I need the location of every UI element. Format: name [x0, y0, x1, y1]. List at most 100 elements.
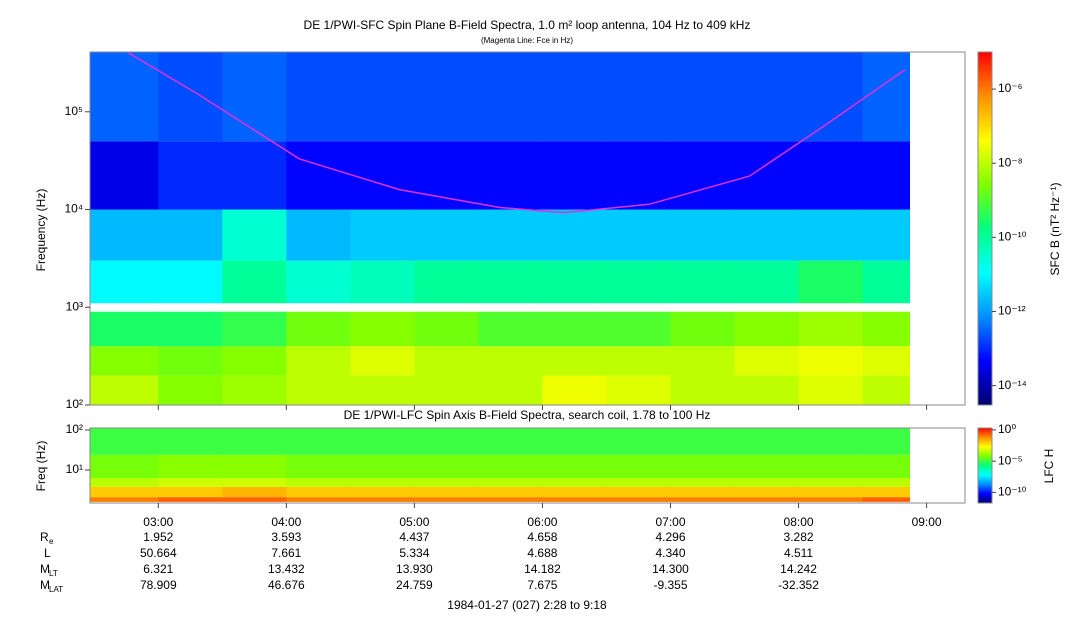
spectrogram-cell: [606, 428, 671, 455]
spectrogram-cell: [542, 454, 607, 479]
spectrogram-cell: [862, 375, 911, 405]
spectrogram-cell: [670, 497, 736, 502]
ephemeris-value: 13.432: [268, 562, 305, 576]
chart-title: DE 1/PWI-LFC Spin Axis B-Field Spectra, …: [344, 408, 711, 422]
spectrogram-cell: [670, 478, 736, 487]
ephemeris-value: 46.676: [268, 578, 305, 592]
spectrogram-cell: [414, 52, 479, 142]
spectrogram-cell: [798, 497, 864, 502]
spectrogram-cell: [286, 209, 351, 261]
ephemeris-value: 4.437: [399, 530, 429, 544]
spectrogram-cell: [478, 375, 543, 405]
spectrogram-cell: [542, 478, 607, 487]
spectrogram-cell: [222, 311, 287, 347]
y-axis-label: Frequency (Hz): [34, 189, 48, 272]
y-tick-label: 10⁴: [64, 202, 83, 216]
spectrogram-cell: [734, 478, 800, 487]
spectrogram-cell: [542, 52, 607, 142]
ephemeris-value: 4.340: [655, 546, 685, 560]
spectrogram-cell: [350, 454, 415, 479]
spectrogram-cell: [734, 346, 800, 376]
spectrogram-cell: [158, 497, 223, 502]
spectrogram-cell: [862, 209, 911, 261]
ephemeris-value: 7.675: [527, 578, 557, 592]
spectrogram-cell: [734, 497, 800, 502]
spectrogram-cell: [542, 497, 607, 502]
colorbar-tick-label: 10⁻¹⁴: [998, 378, 1027, 392]
ephemeris-value: 50.664: [140, 546, 177, 560]
spectrogram-cell: [222, 346, 287, 376]
spectrogram-cell: [734, 260, 800, 304]
spectrogram-cell: [798, 428, 864, 455]
spectrogram-cell: [670, 311, 736, 347]
x-tick-label: 06:00: [527, 515, 557, 529]
ephemeris-value: 5.334: [399, 546, 429, 560]
spectrogram-cell: [862, 260, 911, 304]
row-label: L: [44, 546, 51, 560]
chart-title: DE 1/PWI-SFC Spin Plane B-Field Spectra,…: [304, 18, 751, 32]
spectrogram-cell: [670, 52, 736, 142]
spectrogram-cell: [606, 486, 671, 498]
spectrogram-cell: [350, 346, 415, 376]
spectrogram-cell: [222, 52, 287, 142]
spectrogram-cell: [798, 141, 864, 210]
spectrogram-cell: [286, 260, 351, 304]
spectrogram-cell: [286, 375, 351, 405]
spectrogram-cell: [90, 346, 159, 376]
spectrogram-cell: [158, 454, 223, 479]
spectrogram-cell: [670, 141, 736, 210]
row-label: M: [40, 578, 50, 592]
spectrogram-cell: [862, 478, 911, 487]
spectrogram-cell: [734, 486, 800, 498]
spectrogram-cell: [606, 375, 671, 405]
spectrogram-cell: [350, 497, 415, 502]
spectrogram-cell: [286, 346, 351, 376]
spectrogram-cell: [222, 141, 287, 210]
spectrogram-cell: [670, 346, 736, 376]
colorbar-tick-label: 10⁰: [998, 422, 1016, 436]
spectrogram-cell: [606, 311, 671, 347]
colorbar-tick-label: 10⁻¹⁰: [998, 230, 1027, 244]
spectrogram-cell: [670, 209, 736, 261]
spectrogram-cell: [90, 428, 159, 455]
row-label-sub: e: [49, 537, 54, 546]
spectrogram-cell: [606, 497, 671, 502]
chart-subtitle: (Magenta Line: Fce in Hz): [481, 36, 573, 45]
spectrogram-cell: [350, 52, 415, 142]
spectrogram-cell: [414, 375, 479, 405]
spectrogram-cell: [158, 346, 223, 376]
spectrogram-cell: [734, 311, 800, 347]
ephemeris-value: 13.930: [396, 562, 433, 576]
spectrogram-cell: [670, 375, 736, 405]
row-label-sub: LT: [49, 569, 58, 578]
spectrogram-cell: [414, 478, 479, 487]
x-tick-label: 03:00: [143, 515, 173, 529]
spectrogram-cell: [414, 428, 479, 455]
spectrogram-cell: [798, 486, 864, 498]
spectrogram-cell: [606, 209, 671, 261]
spectrogram-cell: [414, 497, 479, 502]
x-tick-label: 07:00: [655, 515, 685, 529]
spectrogram-cell: [158, 486, 223, 498]
spectrogram-cell: [542, 375, 607, 405]
spectrogram-cell: [90, 260, 159, 304]
spectrogram-cell: [350, 209, 415, 261]
spectrogram-cell: [862, 311, 911, 347]
spectrogram-cell: [90, 486, 159, 498]
spectrogram-cell: [478, 486, 543, 498]
spectrogram-cell: [414, 454, 479, 479]
spectrogram-cell: [670, 428, 736, 455]
spectrogram-cell: [158, 478, 223, 487]
footer: 1984-01-27 (027) 2:28 to 9:18: [447, 598, 607, 612]
spectrogram-cell: [734, 209, 800, 261]
spectrogram-cell: [862, 497, 911, 502]
spectrogram-cell: [90, 454, 159, 479]
spectrogram-cell: [286, 311, 351, 347]
spectrogram-cell: [606, 478, 671, 487]
spectrogram-cell: [606, 260, 671, 304]
spectrogram-cell: [542, 209, 607, 261]
spectrogram-cell: [606, 141, 671, 210]
spectrogram-cell: [862, 454, 911, 479]
spectrogram-cell: [734, 428, 800, 455]
ephemeris-value: 4.296: [655, 530, 685, 544]
